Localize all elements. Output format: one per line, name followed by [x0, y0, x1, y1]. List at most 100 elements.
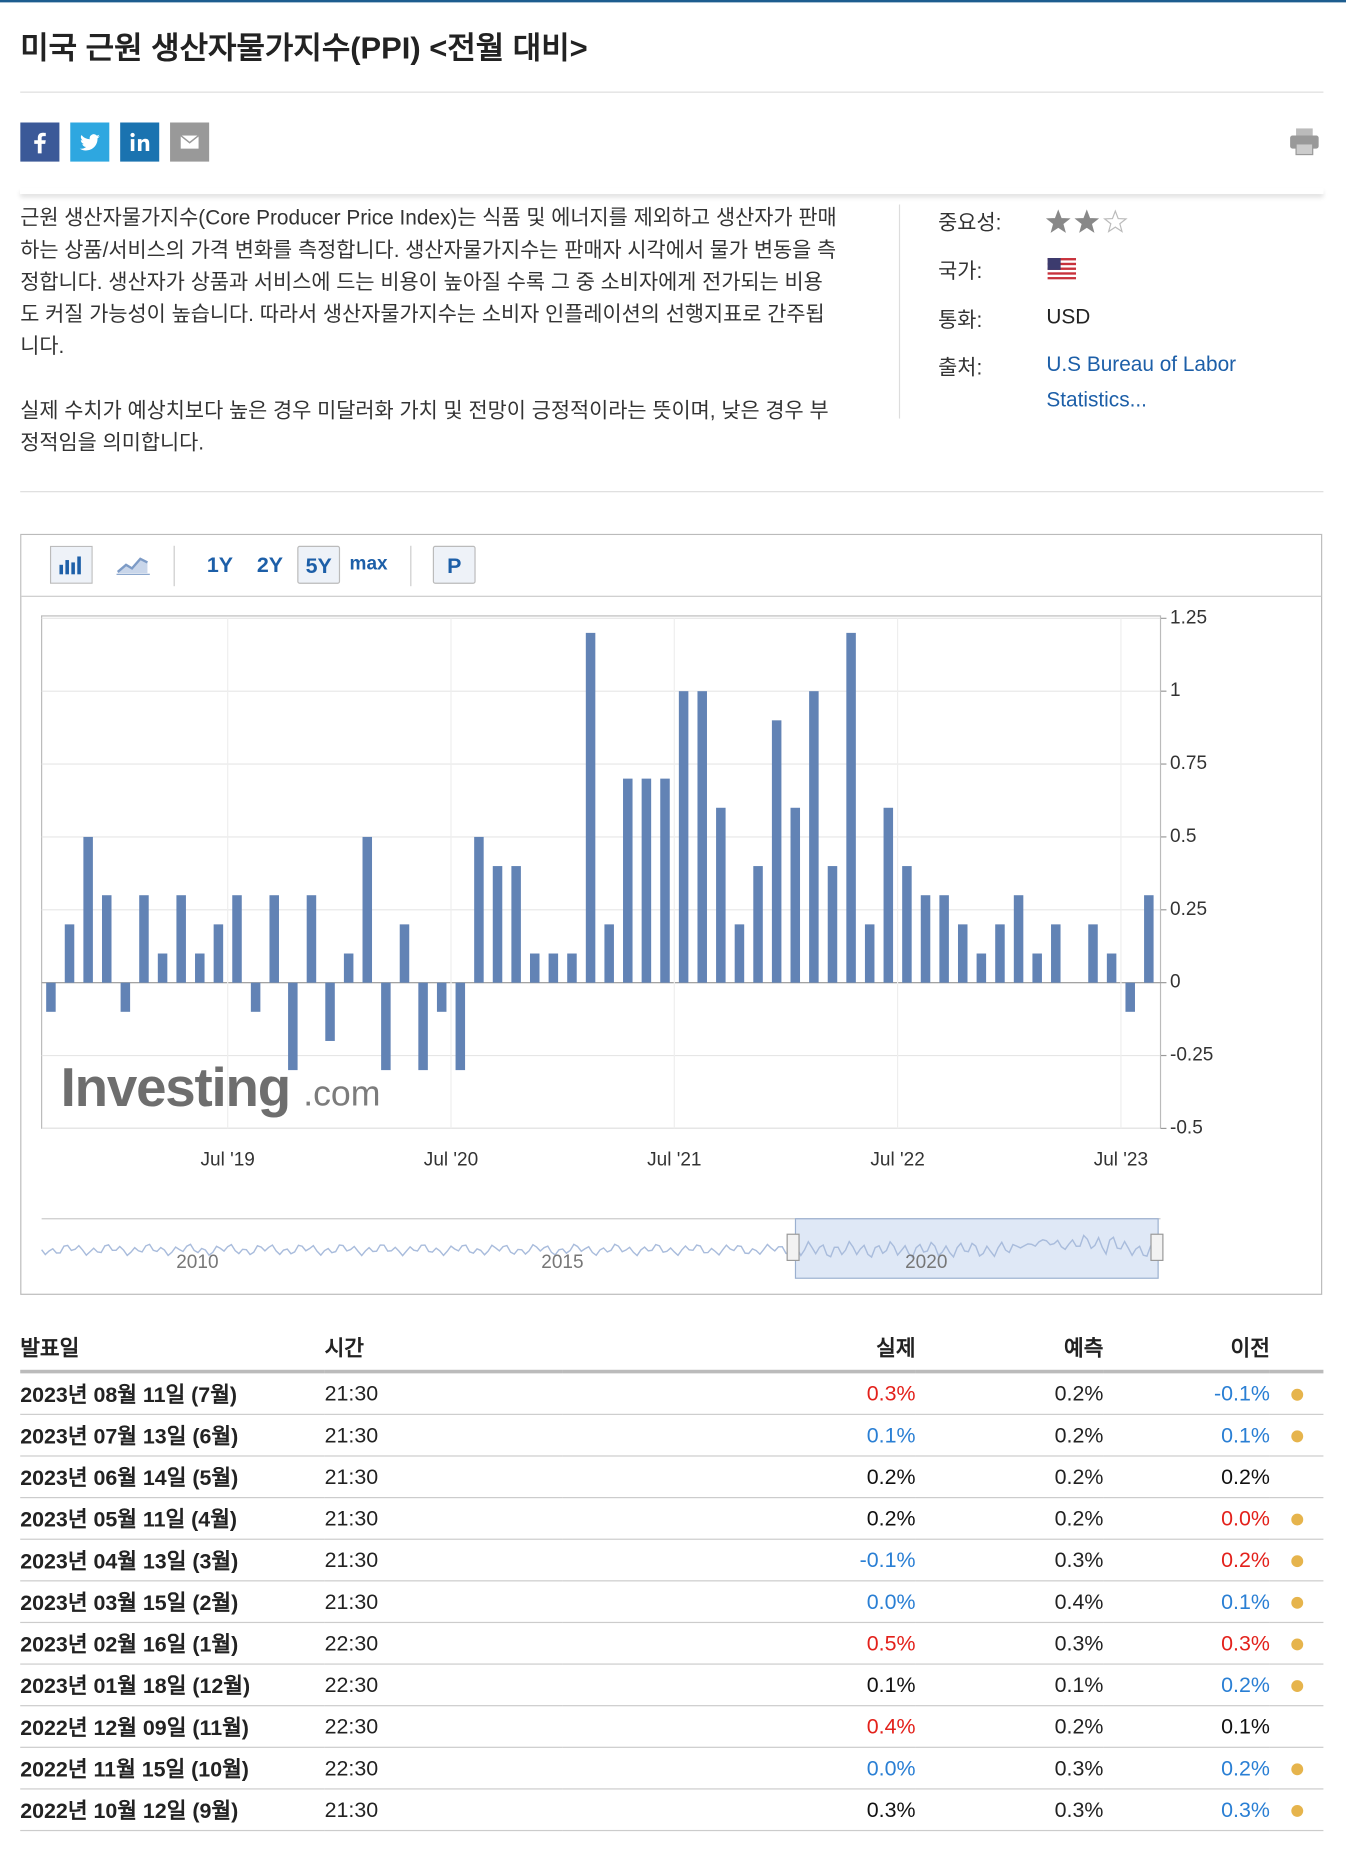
navigator-label: 2015 — [541, 1252, 583, 1273]
release-date: 2023년 01월 18일 (12월) — [20, 1664, 325, 1707]
release-date: 2023년 07월 13일 (6월) — [20, 1414, 325, 1457]
column-header: 예측 — [915, 1324, 1104, 1374]
column-header: 실제 — [562, 1324, 916, 1374]
revision-dot — [1290, 1513, 1303, 1525]
range-button[interactable]: 5Y — [297, 545, 341, 584]
divider — [20, 491, 1324, 493]
bar — [864, 924, 875, 983]
revision-dot — [1290, 1429, 1303, 1442]
bar — [809, 691, 819, 983]
chart-box: 1Y 2Y 5Y max P -0.5 -0.25 0 0.25 0.5 0.75 1 1.25 In… — [20, 533, 1323, 1295]
bar — [995, 924, 1005, 983]
chart: -0.5 -0.25 0 0.25 0.5 0.75 1 1.25 Investing .com J… — [41, 607, 1213, 1279]
bar — [939, 895, 949, 983]
email-share[interactable] — [170, 122, 210, 162]
revision-dot — [1290, 1637, 1303, 1650]
watermark: .com — [303, 1074, 380, 1114]
revision-cell — [1269, 1705, 1324, 1748]
actual-value: 0.0% — [562, 1580, 916, 1624]
release-time: 21:30 — [324, 1788, 563, 1832]
revision-cell — [1269, 1580, 1324, 1624]
bar — [213, 924, 224, 983]
bar — [660, 778, 670, 983]
bar — [176, 895, 186, 983]
range-button[interactable]: 2Y — [256, 552, 284, 577]
bar — [474, 836, 484, 983]
bar — [827, 866, 838, 983]
actual-value: 0.5% — [562, 1622, 916, 1665]
line-chart-button[interactable] — [112, 546, 155, 584]
forecast-value: 0.3% — [915, 1747, 1104, 1790]
x-tick-label: Jul '20 — [424, 1150, 478, 1171]
y-tick-label: 0.75 — [1170, 753, 1207, 774]
release-time: 22:30 — [324, 1747, 563, 1790]
table-row: 2022년 11월 15일 (10월) 22:30 0.0% 0.3% 0.2% — [20, 1747, 1324, 1790]
bar — [529, 953, 540, 983]
bar — [362, 836, 373, 983]
bar — [343, 953, 354, 983]
bar — [771, 720, 782, 983]
range-button[interactable]: 1Y — [206, 552, 234, 577]
column-header: 이전 — [1103, 1324, 1270, 1374]
release-time: 21:30 — [324, 1580, 563, 1624]
bar — [511, 866, 521, 983]
forecast-value: 0.2% — [915, 1497, 1104, 1540]
bar — [232, 895, 242, 983]
previous-value: 0.2% — [1103, 1747, 1270, 1790]
divider — [20, 91, 1324, 93]
bar — [455, 982, 466, 1071]
range-button[interactable]: max — [349, 554, 388, 575]
y-tick-label: 1.25 — [1170, 607, 1207, 628]
bar — [567, 953, 577, 983]
bar — [920, 895, 931, 983]
bar — [381, 982, 391, 1071]
revision-dot — [1290, 1388, 1303, 1401]
forecast-value: 0.2% — [915, 1371, 1104, 1415]
bar — [157, 953, 168, 983]
y-tick-label: 0.25 — [1170, 899, 1207, 920]
bar — [604, 924, 614, 983]
previous-value: 0.0% — [1103, 1497, 1270, 1540]
bar — [250, 982, 261, 1012]
bar-chart-button[interactable] — [49, 545, 93, 584]
linkedin-share[interactable] — [120, 122, 160, 162]
forecast-value: 0.3% — [915, 1788, 1104, 1832]
release-time: 22:30 — [324, 1705, 563, 1748]
revision-dot — [1290, 1679, 1303, 1692]
toolbar-divider — [173, 545, 175, 587]
twitter-share[interactable] — [70, 122, 110, 162]
facebook-share[interactable] — [20, 122, 60, 162]
bar — [697, 691, 707, 983]
release-date: 2022년 10월 12일 (9월) — [20, 1788, 325, 1832]
actual-value: -0.1% — [562, 1539, 916, 1582]
bar — [1013, 895, 1024, 983]
previous-value: -0.1% — [1103, 1371, 1270, 1415]
release-date: 2022년 12월 09일 (11월) — [20, 1705, 325, 1748]
revision-cell — [1269, 1622, 1324, 1665]
forecast-value: 0.2% — [915, 1414, 1104, 1457]
bar — [492, 866, 503, 983]
revision-dot — [1290, 1762, 1303, 1775]
history-table: 발표일 시간 실제 예측 이전 2023년 08월 11일 (7월) 21:30 0.3% 0… — [20, 1324, 1324, 1832]
navigator-label: 2010 — [176, 1252, 218, 1273]
bar — [1051, 924, 1061, 983]
revision-cell — [1269, 1664, 1324, 1707]
release-date: 2023년 05월 11일 (4월) — [20, 1497, 325, 1540]
previous-value: 0.2% — [1103, 1455, 1270, 1499]
table-row: 2023년 07월 13일 (6월) 21:30 0.1% 0.2% 0.1% — [20, 1414, 1324, 1457]
bar — [139, 895, 149, 983]
info-label: 통화: — [938, 307, 983, 332]
previous-value: 0.1% — [1103, 1705, 1270, 1748]
bar — [195, 953, 205, 983]
release-time: 21:30 — [324, 1371, 563, 1415]
source-link[interactable]: U.S Bureau of Labor Statistics... — [1046, 351, 1237, 412]
table-row: 2023년 05월 11일 (4월) 21:30 0.2% 0.2% 0.0% — [20, 1497, 1324, 1540]
bar — [716, 807, 726, 983]
star — [1045, 209, 1071, 233]
p-button[interactable]: P — [432, 545, 476, 584]
print-button[interactable] — [1289, 126, 1320, 157]
column-header: 발표일 — [20, 1324, 325, 1374]
actual-value: 0.1% — [562, 1664, 916, 1707]
info-label: 출처: — [938, 355, 983, 380]
